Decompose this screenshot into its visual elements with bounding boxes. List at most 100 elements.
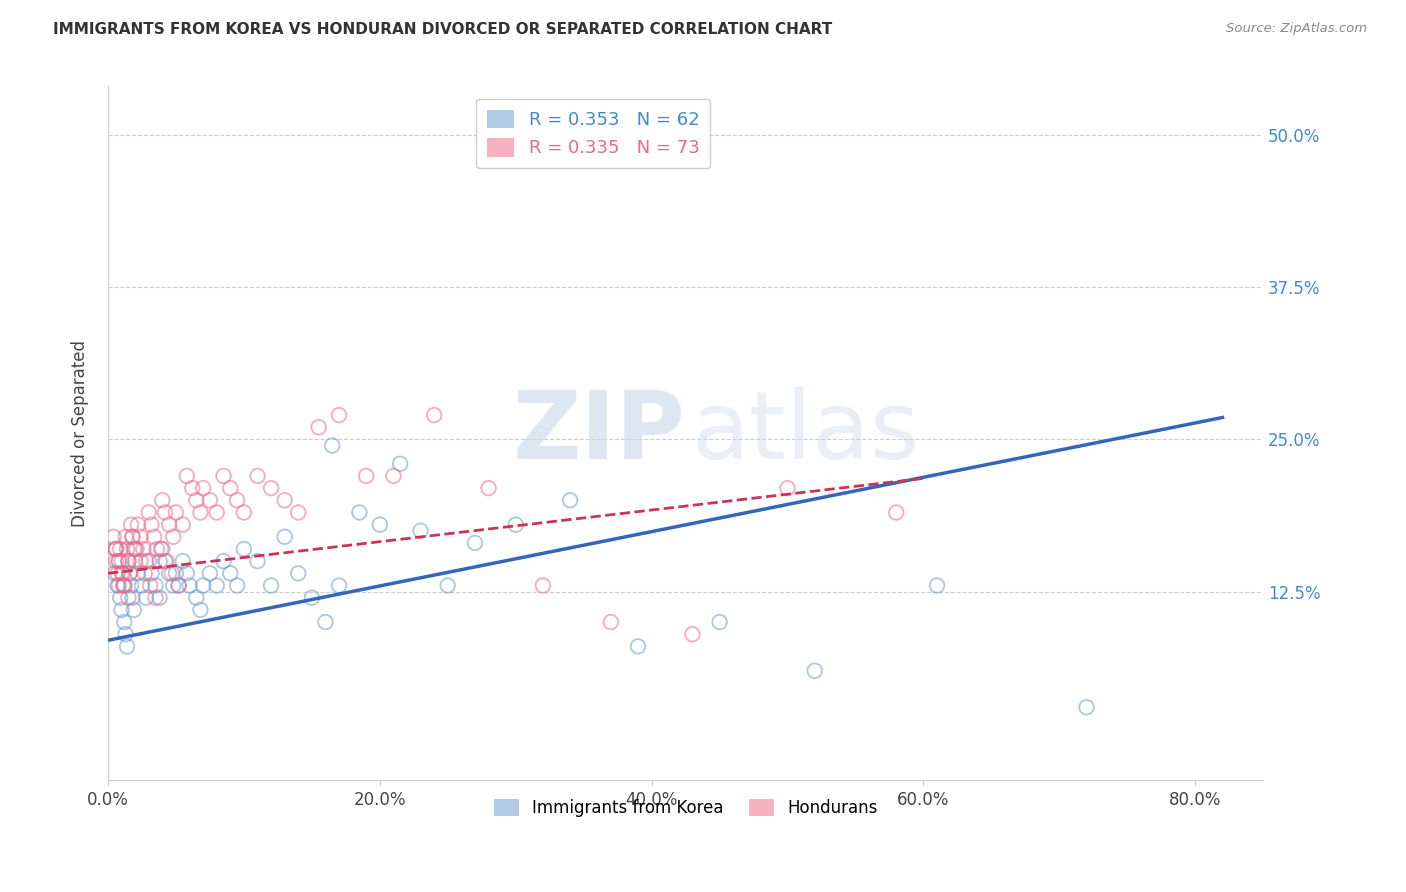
Point [301, 591, 323, 605]
Point [198, 493, 221, 508]
Point [190, 506, 212, 520]
Point [150, 541, 173, 556]
Point [558, 493, 581, 508]
Point [121, 591, 143, 605]
Point [172, 554, 194, 568]
Point [287, 506, 309, 520]
Point [141, 517, 163, 532]
Point [436, 578, 458, 592]
Point [162, 578, 184, 592]
Point [191, 481, 214, 495]
Point [135, 591, 157, 605]
Point [121, 530, 143, 544]
Point [120, 578, 142, 592]
Point [150, 541, 173, 556]
Point [105, 541, 128, 556]
Point [165, 506, 187, 520]
Point [167, 578, 190, 592]
Point [165, 566, 187, 581]
Point [198, 566, 221, 581]
Point [423, 408, 446, 422]
Point [127, 517, 149, 532]
Point [143, 530, 166, 544]
Point [110, 541, 132, 556]
Point [105, 541, 128, 556]
Point [181, 481, 204, 495]
Point [110, 591, 132, 605]
Point [145, 578, 167, 592]
Point [108, 578, 131, 592]
Point [186, 493, 208, 508]
Point [149, 591, 172, 605]
Point [141, 566, 163, 581]
Point [273, 530, 295, 544]
Point [354, 469, 377, 483]
Point [260, 481, 283, 495]
Text: Source: ZipAtlas.com: Source: ZipAtlas.com [1226, 22, 1367, 36]
Point [129, 554, 152, 568]
Point [124, 554, 146, 568]
Point [260, 578, 283, 592]
Point [104, 566, 127, 581]
Point [219, 566, 242, 581]
Point [232, 506, 254, 520]
Point [176, 566, 198, 581]
Point [328, 578, 350, 592]
Y-axis label: Divorced or Separated: Divorced or Separated [72, 340, 89, 527]
Point [162, 530, 184, 544]
Point [108, 554, 131, 568]
Point [190, 603, 212, 617]
Point [111, 578, 134, 592]
Point [157, 566, 180, 581]
Point [803, 664, 825, 678]
Point [122, 541, 145, 556]
Point [139, 578, 162, 592]
Point [107, 578, 129, 592]
Point [160, 566, 183, 581]
Point [409, 524, 432, 538]
Point [138, 506, 160, 520]
Point [709, 615, 731, 629]
Point [1076, 700, 1098, 714]
Point [122, 603, 145, 617]
Point [321, 438, 343, 452]
Point [212, 469, 235, 483]
Point [389, 457, 412, 471]
Point [120, 517, 142, 532]
Point [135, 554, 157, 568]
Point [191, 578, 214, 592]
Point [131, 578, 153, 592]
Point [186, 591, 208, 605]
Point [477, 481, 499, 495]
Text: ZIP: ZIP [513, 387, 686, 479]
Point [349, 506, 371, 520]
Point [105, 554, 128, 568]
Point [103, 530, 125, 544]
Point [117, 554, 139, 568]
Point [368, 517, 391, 532]
Point [226, 493, 249, 508]
Point [112, 615, 135, 629]
Point [115, 541, 138, 556]
Point [104, 541, 127, 556]
Point [925, 578, 948, 592]
Point [179, 578, 201, 592]
Point [125, 541, 148, 556]
Point [108, 554, 131, 568]
Point [884, 506, 907, 520]
Point [212, 554, 235, 568]
Point [328, 408, 350, 422]
Point [149, 554, 172, 568]
Point [308, 420, 330, 434]
Point [246, 554, 269, 568]
Point [314, 615, 336, 629]
Point [681, 627, 703, 641]
Point [150, 493, 173, 508]
Text: atlas: atlas [692, 387, 920, 479]
Point [232, 541, 254, 556]
Point [157, 517, 180, 532]
Point [531, 578, 554, 592]
Point [114, 627, 136, 641]
Point [132, 541, 155, 556]
Legend: Immigrants from Korea, Hondurans: Immigrants from Korea, Hondurans [486, 792, 884, 824]
